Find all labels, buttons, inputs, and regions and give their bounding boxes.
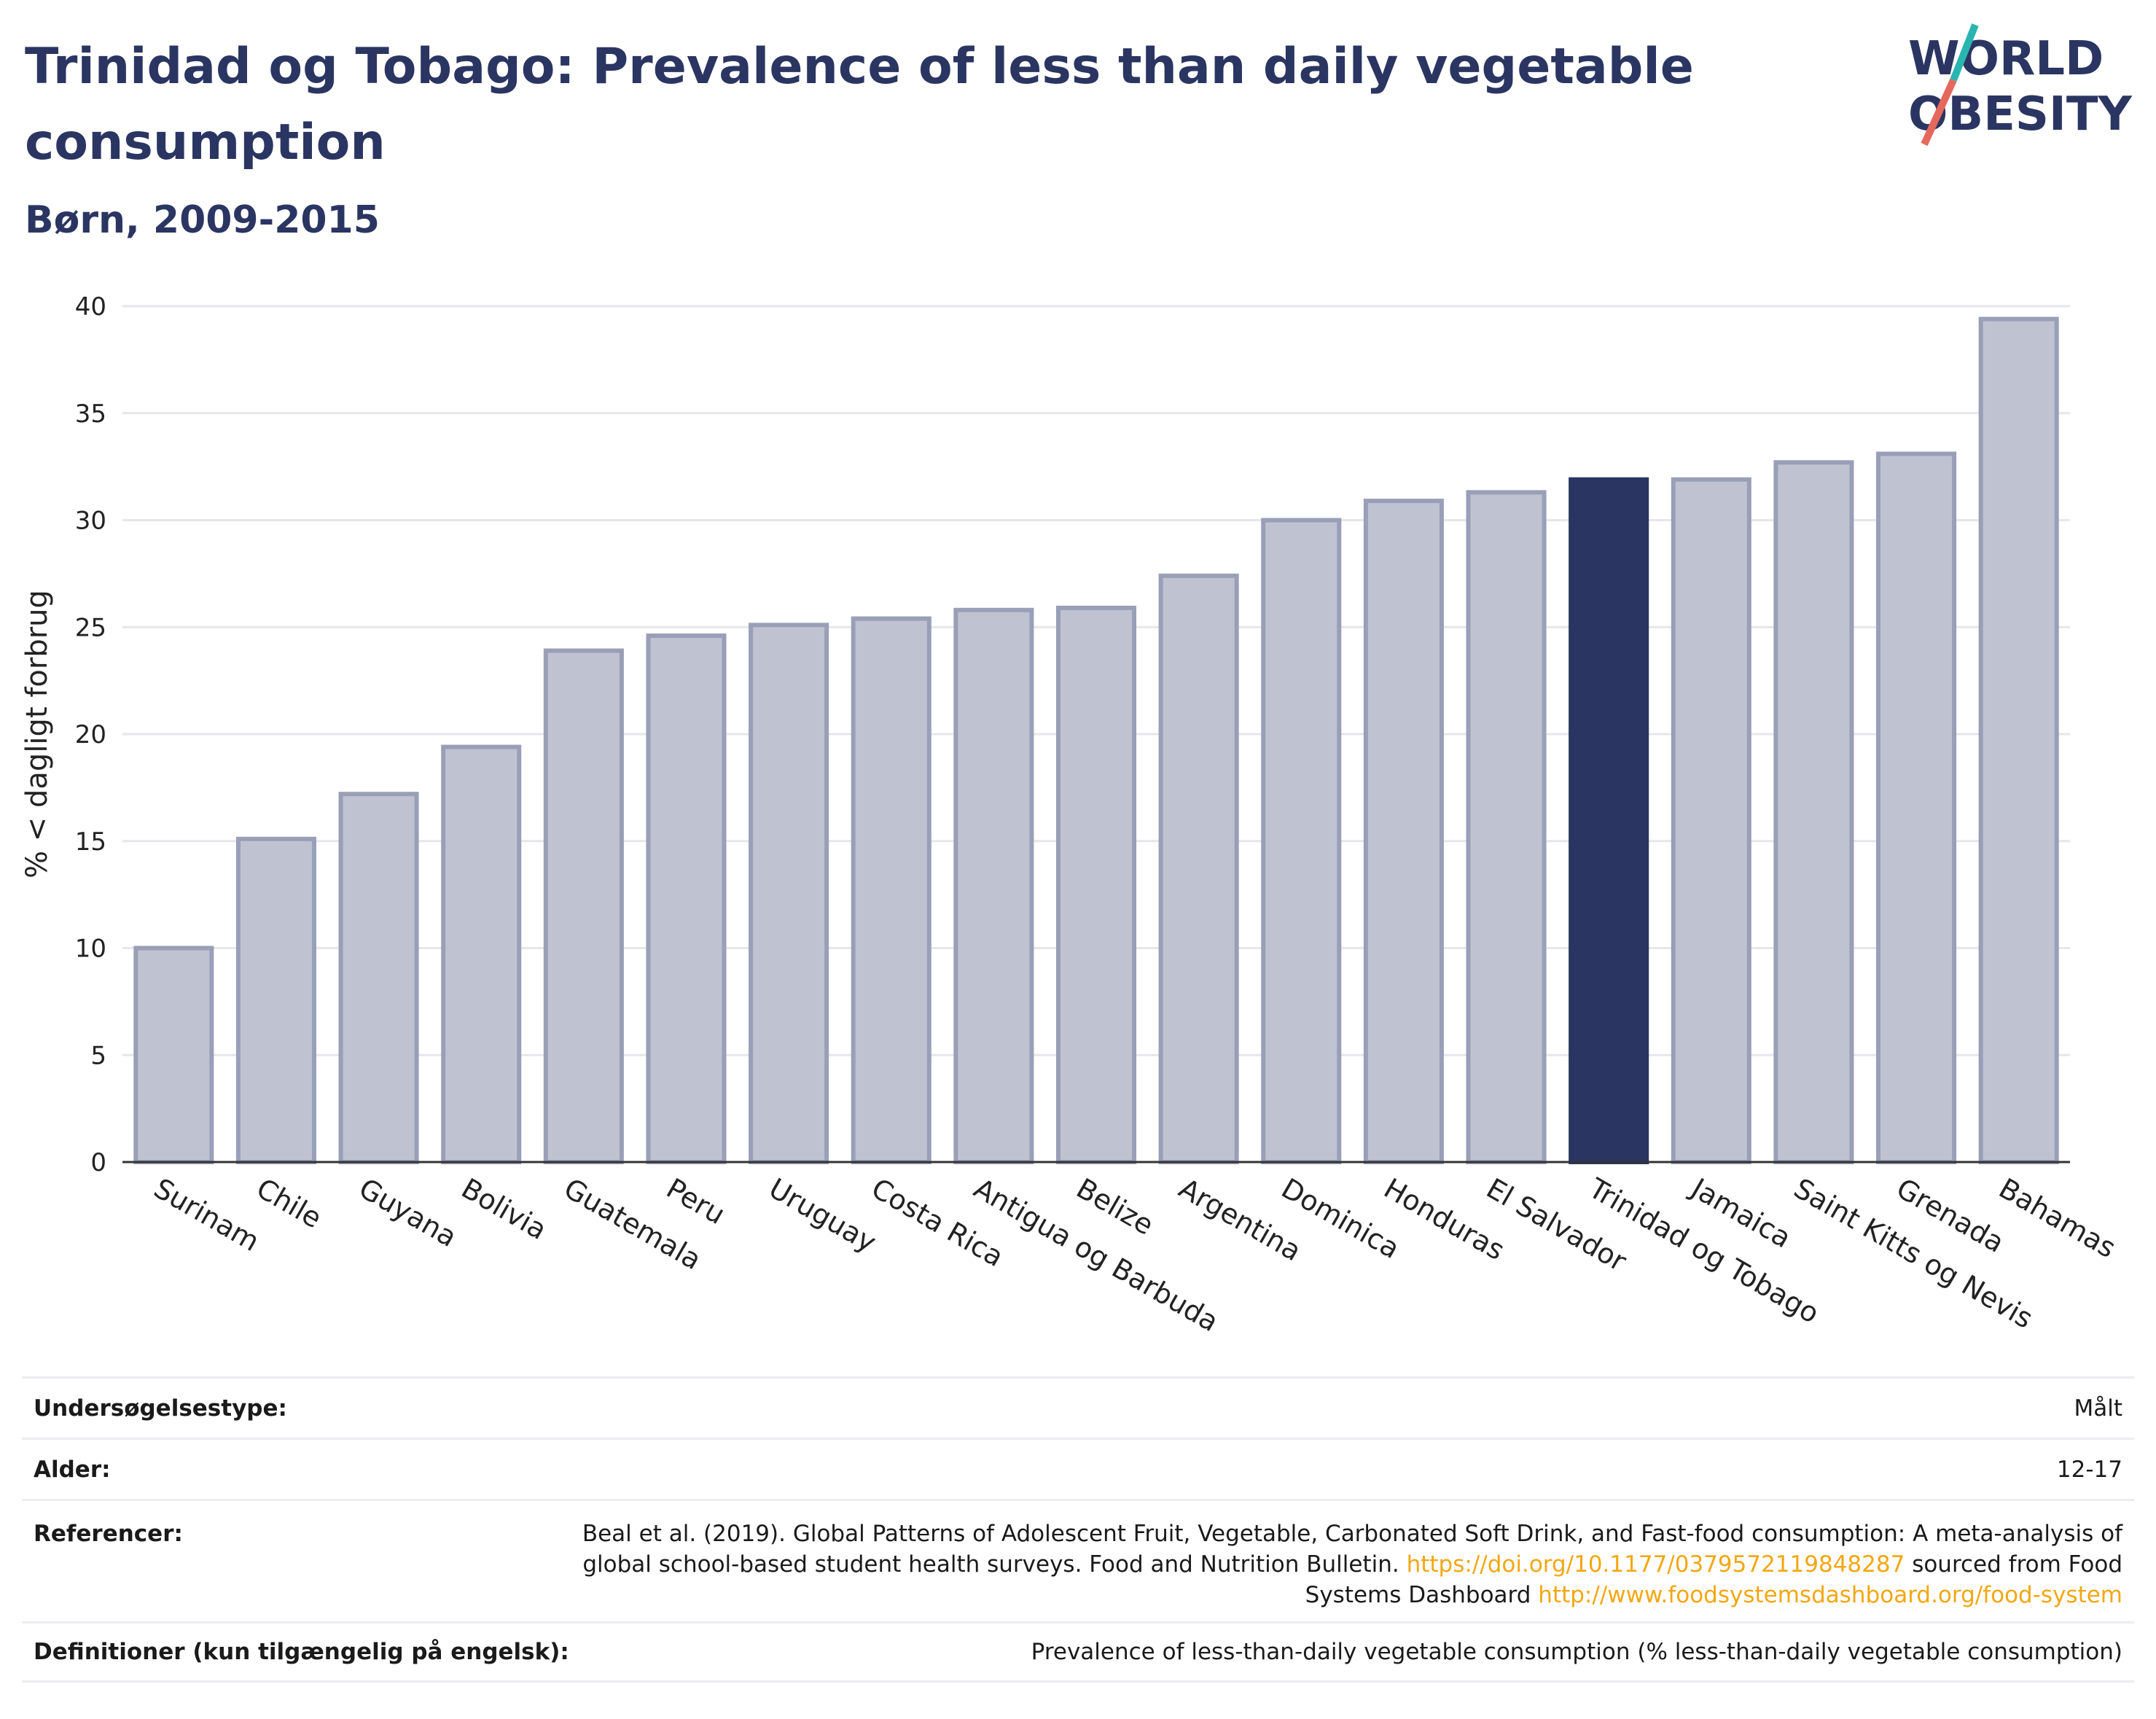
bar xyxy=(1978,316,2059,1165)
y-tick-label: 15 xyxy=(75,827,106,857)
x-tick-label: Bahamas xyxy=(1993,1172,2121,1265)
y-tick-label: 25 xyxy=(75,613,106,642)
bar xyxy=(133,946,214,1164)
references-source-text: sourced from Food Systems Dashboard xyxy=(1305,1551,2122,1608)
logo-word-world: WORLD xyxy=(1908,32,2104,86)
chart-subtitle: Børn, 2009-2015 xyxy=(25,198,380,242)
info-row-references: Referencer: Beal et al. (2019). Global P… xyxy=(22,1499,2134,1621)
bar xyxy=(749,623,829,1164)
info-row-definitions: Definitioner (kun tilgængelig på engelsk… xyxy=(22,1621,2134,1683)
age-label: Alder: xyxy=(34,1456,111,1483)
references-label: Referencer: xyxy=(34,1521,183,1547)
references-value: Beal et al. (2019). Global Patterns of A… xyxy=(570,1519,2122,1610)
info-row-age: Alder: 12-17 xyxy=(22,1438,2134,1499)
x-tick-label: Guyana xyxy=(354,1172,462,1253)
bar xyxy=(1363,499,1444,1164)
y-axis-label: % < dagligt forbrug xyxy=(20,590,54,878)
bars xyxy=(133,316,2059,1165)
logo-slash-red xyxy=(1921,78,1957,147)
x-tick-label: Surinam xyxy=(149,1172,265,1258)
y-tick-label: 5 xyxy=(90,1041,106,1070)
bar xyxy=(543,648,624,1164)
references-text: Beal et al. (2019). Global Patterns of A… xyxy=(582,1521,2122,1578)
definitions-value: Prevalence of less-than-daily vegetable … xyxy=(1031,1639,2122,1665)
survey-type-label: Undersøgelsestype: xyxy=(34,1395,287,1422)
bar xyxy=(235,836,316,1164)
y-tick-label: 35 xyxy=(75,399,106,429)
x-tick-label: Bolivia xyxy=(456,1172,552,1246)
x-tick-label: Chile xyxy=(251,1172,327,1235)
age-value: 12-17 xyxy=(2056,1456,2122,1483)
bar xyxy=(1466,490,1547,1165)
bar xyxy=(1773,460,1854,1164)
logo-slash-teal xyxy=(1950,23,1979,82)
references-dashboard-link[interactable]: http://www.foodsystemsdashboard.org/food… xyxy=(1538,1582,2122,1608)
bar xyxy=(1569,477,1649,1164)
bar xyxy=(1055,605,1137,1164)
bar xyxy=(1671,477,1751,1164)
bar xyxy=(1876,451,1957,1164)
bar xyxy=(1261,518,1342,1164)
y-tick-label: 40 xyxy=(75,292,106,321)
bar xyxy=(338,792,419,1164)
info-row-survey-type: Undersøgelsestype: Målt xyxy=(22,1376,2134,1438)
bar xyxy=(646,633,727,1164)
bar xyxy=(851,616,931,1164)
y-tick-label: 0 xyxy=(90,1148,106,1177)
world-obesity-logo: WORLD OBESITY xyxy=(1908,23,2132,147)
chart-title: Trinidad og Tobago: Prevalence of less t… xyxy=(25,38,1694,171)
bar xyxy=(953,607,1034,1164)
x-tick-label: Uruguay xyxy=(764,1172,882,1259)
survey-type-value: Målt xyxy=(2074,1395,2122,1422)
definitions-label: Definitioner (kun tilgængelig på engelsk… xyxy=(34,1639,569,1665)
x-tick-label: Peru xyxy=(661,1172,730,1231)
y-tick-labels: 0 5 10 15 20 25 30 35 40 xyxy=(75,292,106,1177)
bar xyxy=(441,744,522,1164)
y-tick-label: 10 xyxy=(75,935,106,964)
references-doi-link[interactable]: https://doi.org/10.1177/0379572119848287 xyxy=(1406,1551,1905,1578)
y-tick-label: 30 xyxy=(75,507,106,536)
y-tick-label: 20 xyxy=(75,720,106,749)
bar xyxy=(1158,573,1239,1164)
info-table: Undersøgelsestype: Målt Alder: 12-17 Ref… xyxy=(22,1376,2134,1683)
